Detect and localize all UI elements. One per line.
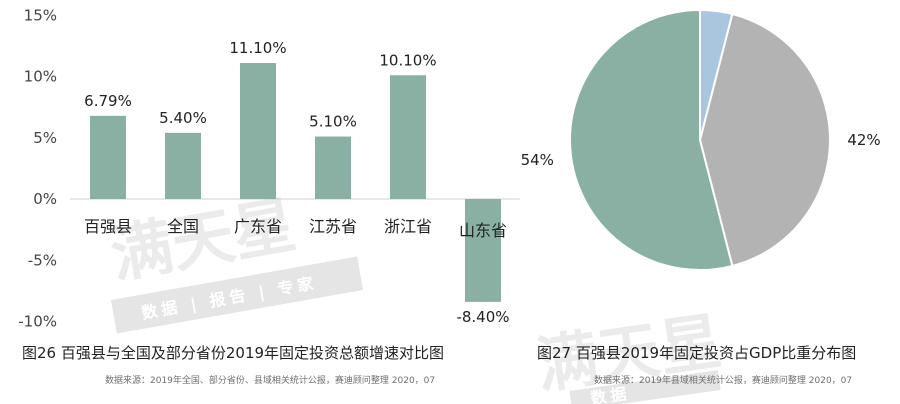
category-label: 百强县 <box>84 217 132 236</box>
pie-chart: 42% 54% <box>521 8 881 271</box>
bar-chart-caption: 图26 百强县与全国及部分省份2019年固定投资总额增速对比图 <box>22 344 444 362</box>
bar-value-label: 6.79% <box>84 92 132 110</box>
pie-chart-caption: 图27 百强县2019年固定投资占GDP比重分布图 <box>537 344 856 362</box>
bar-value-label: 10.10% <box>379 51 436 69</box>
y-tick-label: 5% <box>33 129 57 147</box>
y-tick-label: -10% <box>18 313 57 331</box>
bar-value-label: -8.40% <box>456 308 509 326</box>
watermark-right-band <box>569 370 721 404</box>
y-tick-label: 0% <box>33 190 57 208</box>
category-label: 江苏省 <box>309 217 357 236</box>
bar <box>390 75 426 199</box>
watermark-right-small: 数据 <box>589 384 631 404</box>
category-label: 广东省 <box>234 217 282 236</box>
bar-value-label: 5.10% <box>309 113 357 131</box>
pie-slice-label: 54% <box>521 151 554 169</box>
bar <box>90 115 126 199</box>
bar-value-label: 5.40% <box>159 109 207 127</box>
bar-chart: 15% 10% 5% 0% -5% -10% 6.79% 百强县 5.40% 全国 11.10% 广东… <box>18 6 520 331</box>
y-tick-label: 10% <box>24 68 57 86</box>
pie-slice-label: 42% <box>847 131 880 149</box>
watermark-left-band <box>110 256 364 334</box>
bar <box>240 63 276 200</box>
category-label: 全国 <box>167 217 199 236</box>
pie-slice <box>569 8 734 271</box>
pie-chart-source: 数据来源：2019年县域相关统计公报，赛迪顾问整理 2020，07 <box>594 374 852 386</box>
category-label: 山东省 <box>459 221 507 240</box>
category-label: 浙江省 <box>384 217 432 236</box>
bar-chart-source: 数据来源：2019年全国、部分省份、县域相关统计公报，赛迪顾问整理 2020，0… <box>105 374 435 386</box>
watermark-right: 满天星 数据 <box>531 304 726 404</box>
bar-value-label: 11.10% <box>229 39 286 57</box>
bar <box>165 132 201 199</box>
y-tick-label: -5% <box>28 251 57 269</box>
y-tick-label: 15% <box>24 6 57 24</box>
bar <box>465 199 501 302</box>
bar <box>315 136 351 199</box>
pie-slice <box>698 12 831 268</box>
watermark-left: 满天星 数据 | 报告 | 专家 <box>105 188 364 334</box>
